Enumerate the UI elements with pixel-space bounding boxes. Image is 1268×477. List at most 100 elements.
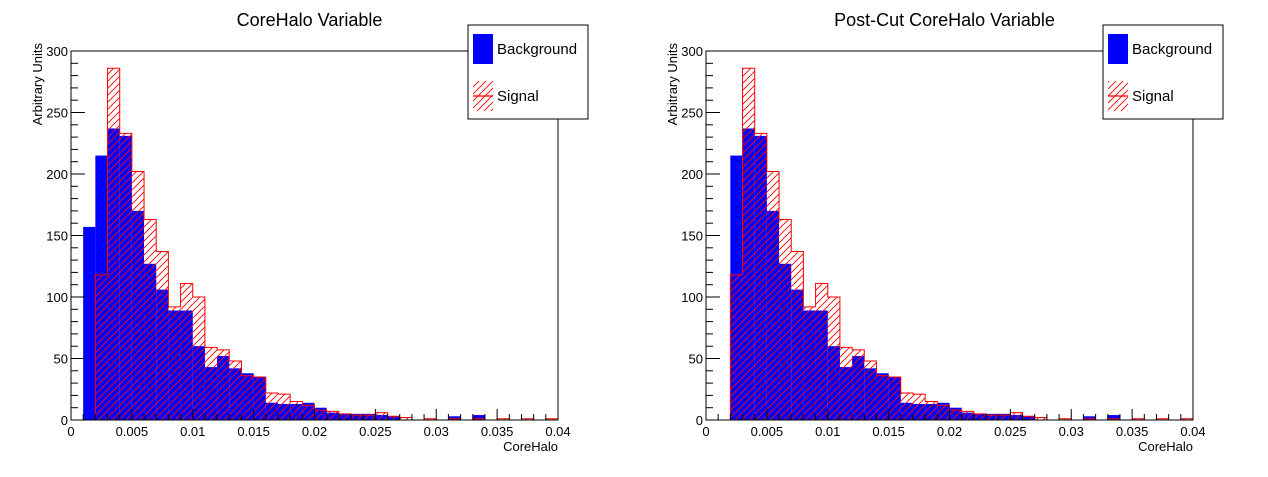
x-tick-label: 0.01	[815, 424, 840, 439]
signal-bar	[852, 349, 865, 420]
y-tick-label: 200	[681, 167, 703, 182]
background-bar	[448, 416, 461, 420]
signal-bar	[912, 394, 926, 420]
signal-bar	[387, 416, 400, 420]
signal-bar	[827, 297, 840, 420]
signal-bar	[864, 360, 877, 420]
y-axis-label: Arbitrary Units	[665, 43, 680, 126]
signal-bar	[241, 375, 254, 420]
chart-title: Post-Cut CoreHalo Variable	[834, 10, 1055, 30]
signal-bar	[119, 133, 132, 420]
x-tick-label: 0.025	[994, 424, 1027, 439]
x-tick-label: 0.02	[937, 424, 962, 439]
signal-bar	[265, 392, 278, 420]
signal-bar	[839, 347, 853, 420]
signal-bar	[326, 411, 339, 420]
background-bar	[1083, 416, 1096, 420]
signal-bar	[521, 418, 534, 420]
signal-bar	[253, 376, 266, 420]
y-tick-label: 0	[696, 413, 703, 428]
signal-bar	[888, 376, 901, 420]
signal-bar	[803, 306, 816, 420]
signal-bar	[180, 283, 193, 420]
signal-bar	[204, 347, 218, 420]
signal-bar	[448, 418, 461, 420]
signal-bar	[1022, 416, 1035, 420]
signal-bar	[779, 219, 792, 420]
x-axis-label: CoreHalo	[503, 439, 558, 454]
x-tick-label: 0.025	[359, 424, 392, 439]
x-axis-label: CoreHalo	[1138, 439, 1193, 454]
signal-bar	[545, 418, 558, 420]
signal-bar	[766, 171, 780, 420]
signal-bar	[217, 349, 230, 420]
x-tick-label: 0.035	[481, 424, 514, 439]
signal-bar	[131, 171, 145, 420]
signal-bar	[192, 297, 205, 420]
signal-bar	[95, 274, 108, 420]
signal-bar	[168, 306, 181, 420]
legend-swatch-background	[473, 34, 493, 64]
signal-bar	[742, 68, 755, 420]
legend-label-signal: Signal	[1132, 88, 1174, 105]
signal-bar	[900, 392, 913, 420]
signal-bar	[314, 410, 327, 420]
signal-bar	[399, 417, 412, 420]
y-tick-label: 200	[46, 167, 68, 182]
signal-bar	[961, 411, 974, 420]
y-tick-label: 250	[681, 106, 703, 121]
signal-bar	[363, 415, 376, 420]
x-tick-label: 0.035	[1116, 424, 1149, 439]
signal-bar	[815, 283, 828, 420]
signal-bar	[730, 274, 743, 420]
y-tick-label: 150	[681, 229, 703, 244]
background-bar	[1107, 415, 1120, 420]
y-tick-label: 100	[46, 290, 68, 305]
background-bar	[83, 226, 96, 420]
y-tick-label: 0	[61, 413, 68, 428]
signal-bar	[156, 251, 169, 420]
x-tick-label: 0.015	[237, 424, 270, 439]
signal-bar	[949, 410, 962, 420]
signal-bar	[973, 413, 987, 420]
signal-bar	[754, 133, 767, 420]
signal-bar	[1156, 418, 1169, 420]
background-bar	[472, 415, 485, 420]
x-tick-label: 0.03	[424, 424, 449, 439]
y-tick-label: 150	[46, 229, 68, 244]
histogram-panel-1: 0 0.005 0.01 0.015 0.02 0.025 0.03 0.035 0.04 0 50…	[30, 10, 589, 454]
signal-bar	[791, 251, 804, 420]
signal-bar	[277, 394, 291, 420]
legend: Background Signal	[1102, 24, 1224, 120]
signal-bar	[876, 375, 889, 420]
legend-label-signal: Signal	[497, 88, 539, 105]
x-tick-label: 0	[702, 424, 709, 439]
signal-bar	[290, 401, 303, 420]
legend-swatch-background	[1108, 34, 1128, 64]
signal-bar	[925, 401, 938, 420]
signal-bar	[937, 405, 950, 420]
legend-label-background: Background	[1132, 41, 1212, 58]
legend-label-background: Background	[497, 41, 577, 58]
x-tick-label: 0.005	[751, 424, 784, 439]
x-tick-label: 0.02	[302, 424, 327, 439]
y-tick-label: 300	[681, 44, 703, 59]
signal-bar	[1083, 418, 1096, 420]
x-tick-label: 0.04	[1180, 424, 1205, 439]
x-tick-label: 0	[67, 424, 74, 439]
y-tick-label: 250	[46, 106, 68, 121]
x-tick-label: 0.015	[872, 424, 905, 439]
y-axis-label: Arbitrary Units	[30, 43, 45, 126]
y-tick-label: 50	[54, 352, 68, 367]
signal-bar	[1010, 412, 1023, 420]
signal-bar	[497, 418, 510, 420]
histogram-panel-2: 0 0.005 0.01 0.015 0.02 0.025 0.03 0.035 0.04 0 50…	[665, 10, 1224, 454]
signal-bar	[424, 418, 437, 420]
signal-bar	[107, 68, 120, 420]
signal-bar	[1180, 418, 1193, 420]
x-tick-label: 0.005	[116, 424, 149, 439]
signal-bar	[472, 418, 485, 420]
legend: Background Signal	[467, 24, 589, 120]
